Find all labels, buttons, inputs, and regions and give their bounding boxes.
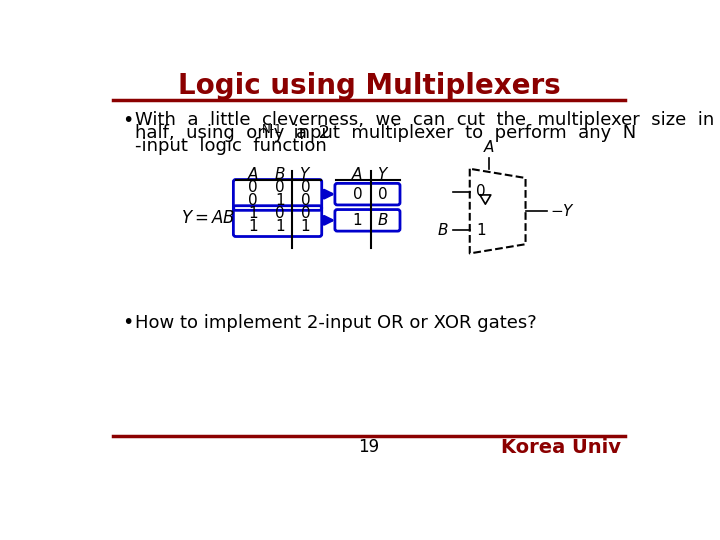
Text: 0: 0 [378, 187, 388, 201]
Text: 0: 0 [301, 206, 310, 221]
Text: $Y$: $Y$ [300, 166, 312, 182]
Text: With  a  little  cleverness,  we  can  cut  the  multiplexer  size  in: With a little cleverness, we can cut the… [135, 111, 714, 129]
Text: 1: 1 [248, 206, 258, 221]
Text: 1: 1 [353, 213, 362, 228]
Text: 0: 0 [275, 180, 284, 195]
Text: input  multiplexer  to  perform  any  N: input multiplexer to perform any N [282, 124, 636, 143]
Text: 1: 1 [248, 219, 258, 234]
Text: 1: 1 [476, 223, 485, 238]
Text: $-Y$: $-Y$ [550, 203, 575, 219]
Text: 0: 0 [248, 193, 258, 208]
Text: Korea Univ: Korea Univ [501, 438, 621, 457]
Text: 0: 0 [275, 206, 284, 221]
Text: Logic using Multiplexers: Logic using Multiplexers [178, 72, 560, 100]
Text: 1: 1 [275, 219, 284, 234]
Text: 0: 0 [248, 180, 258, 195]
Text: $B$: $B$ [436, 222, 448, 238]
Text: N-1: N-1 [262, 123, 283, 136]
Text: •: • [122, 111, 134, 130]
Text: 0: 0 [301, 193, 310, 208]
Text: 0: 0 [353, 187, 362, 201]
Text: 0: 0 [301, 180, 310, 195]
Text: $A$: $A$ [483, 139, 495, 155]
Text: -input  logic  function: -input logic function [135, 137, 327, 156]
Text: •: • [122, 313, 134, 332]
Text: $A$: $A$ [247, 166, 259, 182]
Text: 1: 1 [301, 219, 310, 234]
Text: $B$: $B$ [274, 166, 286, 182]
Text: 1: 1 [275, 193, 284, 208]
Text: $Y = AB$: $Y = AB$ [181, 210, 235, 227]
Text: 19: 19 [359, 438, 379, 456]
Text: $A$: $A$ [351, 166, 364, 182]
Text: half,  using  only  a  2: half, using only a 2 [135, 124, 330, 143]
Text: $Y$: $Y$ [377, 166, 389, 182]
Text: $B$: $B$ [377, 212, 389, 228]
Text: How to implement 2-input OR or XOR gates?: How to implement 2-input OR or XOR gates… [135, 314, 536, 332]
Text: 0: 0 [476, 184, 485, 199]
